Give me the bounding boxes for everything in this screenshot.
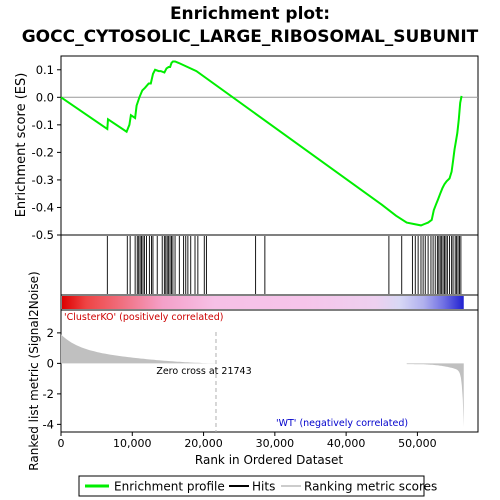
metric-y-tick-label: -4 <box>43 417 54 431</box>
chart-title-line2: GOCC_CYTOSOLIC_LARGE_RIBOSOMAL_SUBUNIT <box>22 27 479 47</box>
x-tick-label: 50,000 <box>398 437 437 450</box>
hits-group <box>106 236 462 294</box>
es-y-tick-label: -0.2 <box>32 145 54 159</box>
es-y-tick-label: -0.3 <box>32 173 54 187</box>
legend-box <box>78 475 425 497</box>
chart-title-line1: Enrichment plot: <box>170 4 330 24</box>
negative-correlation-label: 'WT' (negatively correlated) <box>276 418 408 429</box>
metric-panel-frame <box>60 309 479 433</box>
es-y-tick-label: 0.0 <box>36 90 54 104</box>
metric-y-axis: 2 0 -2 -4 <box>43 326 61 431</box>
x-axis: 0 10,000 20,000 30,000 40,000 50,000 <box>58 432 437 450</box>
rank-color-bar-fill <box>62 296 464 309</box>
es-panel-frame <box>60 55 479 236</box>
x-tick-label: 0 <box>58 437 65 450</box>
x-tick-label: 30,000 <box>256 437 295 450</box>
metric-y-tick-label: -2 <box>43 387 54 401</box>
enrichment-profile-line <box>60 60 463 227</box>
zero-cross-label: Zero cross at 21743 <box>156 366 251 377</box>
legend-label-ranking-metric: Ranking metric scores <box>304 480 437 494</box>
es-y-axis-label: Enrichment score (ES) <box>14 73 29 218</box>
metric-negative-area <box>406 363 464 427</box>
x-tick-label: 40,000 <box>327 437 366 450</box>
positive-correlation-label: 'ClusterKO' (positively correlated) <box>64 312 223 323</box>
metric-y-tick-label: 2 <box>47 326 54 340</box>
es-y-axis: 0.1 0.0 -0.1 -0.2 -0.3 -0.4 -0.5 <box>32 63 61 242</box>
x-tick-label: 10,000 <box>113 437 152 450</box>
legend-label-enrichment-profile: Enrichment profile <box>114 480 225 494</box>
es-y-tick-label: 0.1 <box>36 63 54 77</box>
metric-y-tick-label: 0 <box>47 356 54 370</box>
legend-label-hits: Hits <box>252 480 275 494</box>
metric-y-axis-label: Ranked list metric (Signal2Noise) <box>27 271 41 470</box>
es-y-tick-label: -0.4 <box>32 200 54 214</box>
metric-positive-area <box>61 334 216 364</box>
x-tick-label: 20,000 <box>184 437 223 450</box>
x-axis-label: Rank in Ordered Dataset <box>195 453 343 467</box>
es-y-tick-label: -0.1 <box>32 118 54 132</box>
es-y-tick-label: -0.5 <box>32 228 54 242</box>
